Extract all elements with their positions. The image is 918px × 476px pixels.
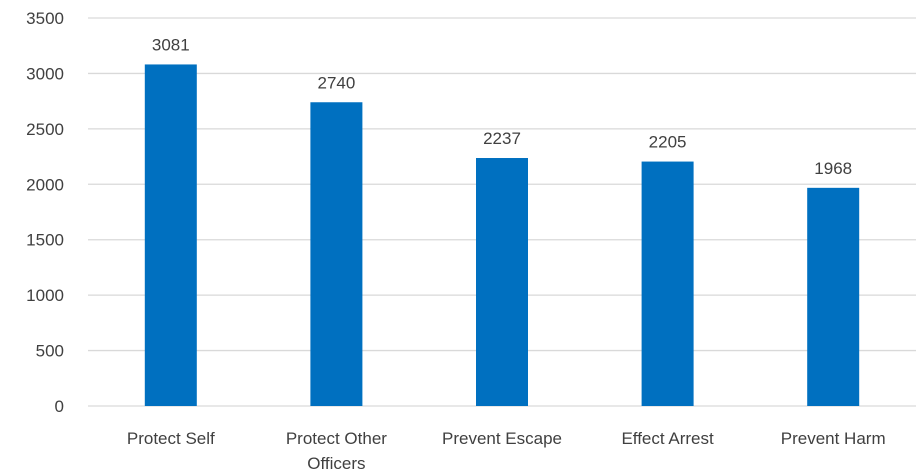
bar — [144, 64, 197, 406]
y-tick-label: 3500 — [26, 9, 64, 28]
data-label: 2205 — [649, 133, 687, 152]
bar — [641, 161, 694, 406]
y-tick-label: 2500 — [26, 120, 64, 139]
bar — [476, 158, 528, 406]
category-label: Protect Other Officers — [286, 429, 387, 473]
category-label: Protect Self — [127, 429, 215, 448]
y-tick-label: 2000 — [26, 175, 64, 194]
y-tick-label: 3000 — [26, 64, 64, 83]
bar — [807, 187, 860, 406]
data-label: 2237 — [483, 129, 521, 148]
bars — [144, 64, 860, 406]
bar — [310, 102, 363, 406]
data-label: 3081 — [152, 35, 190, 54]
category-label: Prevent Harm — [781, 429, 886, 448]
y-tick-label: 500 — [36, 342, 64, 361]
data-label: 1968 — [814, 159, 852, 178]
y-tick-label: 0 — [55, 397, 64, 416]
y-tick-label: 1000 — [26, 286, 64, 305]
data-labels: 3081 2740 2237 2205 1968 — [152, 35, 852, 177]
y-axis-ticks: 0 500 1000 1500 2000 2500 3000 3500 — [26, 9, 64, 416]
category-label: Effect Arrest — [621, 429, 714, 448]
data-label: 2740 — [317, 73, 355, 92]
x-axis-categories: Protect Self Protect Other Officers Prevent… — [127, 429, 886, 473]
y-tick-label: 1500 — [26, 231, 64, 250]
category-label: Prevent Escape — [442, 429, 562, 448]
